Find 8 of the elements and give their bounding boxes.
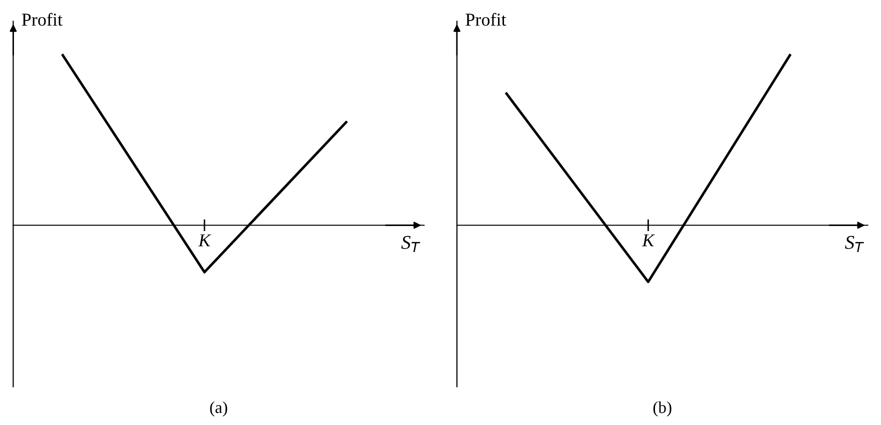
y-axis-title: Profit	[22, 12, 62, 26]
y-axis-title: Profit	[466, 12, 506, 26]
annotation: K	[642, 234, 655, 246]
text: (a)	[210, 401, 228, 416]
x-axis-title: S$_{T}$	[401, 236, 420, 252]
x-axis-title: S$_{T}$	[845, 236, 864, 252]
annotation: K	[198, 234, 212, 246]
text: (b)	[653, 401, 672, 416]
